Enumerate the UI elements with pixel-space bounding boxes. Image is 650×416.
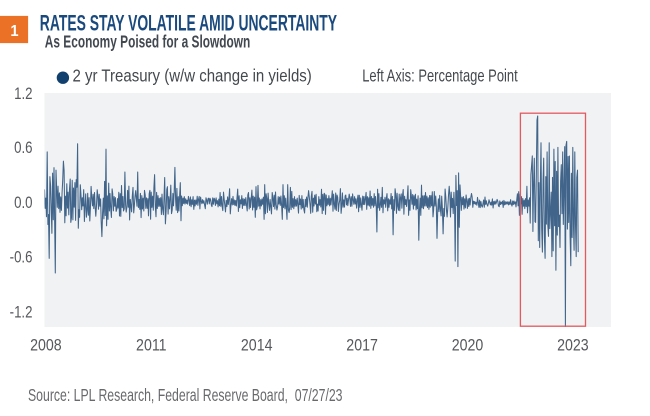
svg-text:Left Axis: Percentage Point: Left Axis: Percentage Point	[362, 67, 518, 87]
svg-text:0.6: 0.6	[14, 139, 32, 158]
svg-text:-1.2: -1.2	[10, 303, 33, 322]
svg-text:2014: 2014	[241, 336, 273, 354]
svg-text:1: 1	[10, 23, 19, 41]
svg-text:Source: LPL Research, Federal: Source: LPL Research, Federal Reserve Bo…	[28, 386, 342, 406]
svg-text:RATES STAY VOLATILE AMID UNCER: RATES STAY VOLATILE AMID UNCERTAINTY	[40, 10, 337, 35]
svg-text:2020: 2020	[452, 336, 484, 354]
svg-text:As Economy Poised for a Slowdo: As Economy Poised for a Slowdown	[45, 32, 251, 52]
svg-text:2008: 2008	[30, 336, 62, 354]
svg-text:-0.6: -0.6	[10, 248, 33, 267]
svg-text:2 yr Treasury (w/w change in y: 2 yr Treasury (w/w change in yields)	[73, 65, 312, 86]
svg-text:2023: 2023	[557, 336, 589, 354]
svg-text:1.2: 1.2	[14, 84, 32, 103]
svg-text:2011: 2011	[136, 336, 167, 354]
svg-text:0.0: 0.0	[14, 193, 32, 212]
svg-text:2017: 2017	[346, 336, 378, 354]
